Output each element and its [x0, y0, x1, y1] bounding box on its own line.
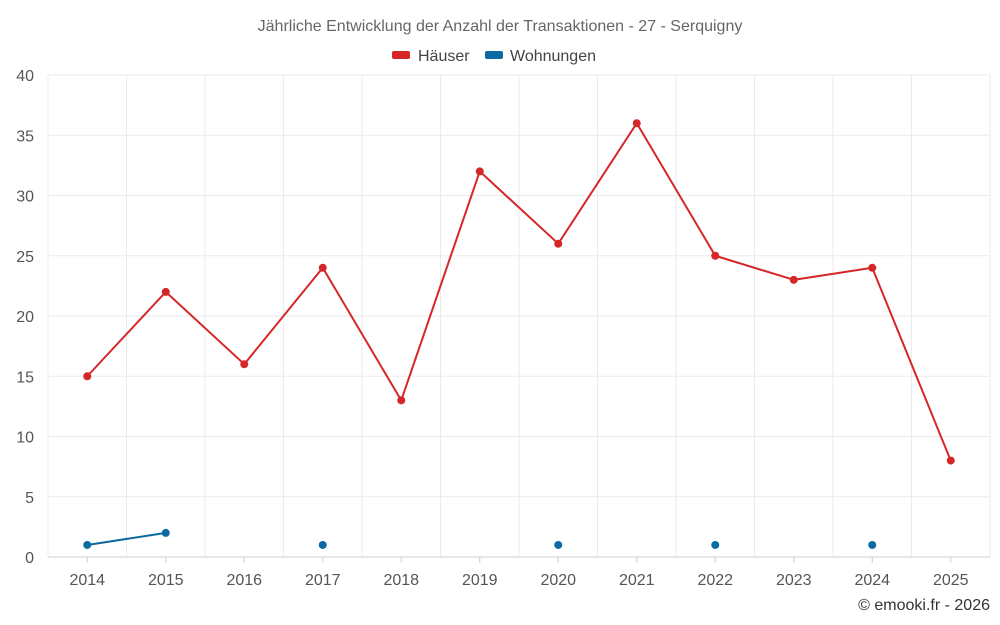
data-point — [161, 287, 170, 296]
series-line-segment — [478, 170, 560, 245]
x-tick-label: 2024 — [854, 572, 890, 589]
series-line-segment — [792, 266, 874, 281]
series-line-segment — [243, 266, 324, 366]
y-tick-label: 40 — [16, 68, 34, 85]
data-point — [318, 540, 327, 549]
x-tick-label: 2019 — [462, 572, 498, 589]
y-tick-label: 0 — [25, 550, 34, 567]
x-tick-label: 2020 — [540, 572, 576, 589]
x-tick-label: 2025 — [933, 572, 969, 589]
x-tick-label: 2016 — [226, 572, 262, 589]
data-point — [554, 540, 563, 549]
y-tick-label: 35 — [16, 128, 34, 145]
legend-swatch-haeuser — [392, 51, 410, 59]
series-line-segment — [86, 531, 167, 546]
series-line-segment — [400, 170, 481, 402]
series-line-segment — [635, 122, 717, 257]
series-line-segment — [321, 266, 403, 402]
legend-swatch-wohnungen — [485, 51, 503, 59]
data-point — [632, 119, 641, 128]
x-tick-label: 2023 — [776, 572, 812, 589]
y-tick-label: 20 — [16, 309, 34, 326]
chart-title: Jährliche Entwicklung der Anzahl der Tra… — [258, 18, 743, 35]
data-point — [789, 275, 798, 284]
x-tick-label: 2015 — [148, 572, 184, 589]
x-tick-label: 2017 — [305, 572, 341, 589]
y-tick-label: 25 — [16, 249, 34, 266]
y-tick-label: 10 — [16, 430, 34, 447]
data-point — [946, 456, 955, 465]
data-point — [711, 540, 720, 549]
data-point — [161, 528, 170, 537]
data-point — [240, 360, 249, 369]
series-wohnungen — [83, 528, 877, 549]
y-tick-label: 15 — [16, 369, 34, 386]
grid — [47, 74, 991, 557]
data-point — [83, 372, 92, 381]
series-line-segment — [557, 122, 638, 245]
y-tick-label: 5 — [25, 490, 34, 507]
series-haeuser — [83, 119, 955, 465]
series-layer — [83, 119, 955, 549]
x-tick-label: 2018 — [383, 572, 419, 589]
series-line-segment — [714, 254, 795, 281]
data-point — [475, 167, 484, 176]
data-point — [318, 263, 327, 272]
series-line-segment — [86, 290, 167, 378]
data-point — [83, 540, 92, 549]
data-point — [554, 239, 563, 248]
series-line-segment — [871, 266, 952, 462]
series-line-segment — [164, 290, 246, 366]
y-tick-label: 30 — [16, 189, 34, 206]
data-point — [397, 396, 406, 405]
x-tick-label: 2021 — [619, 572, 655, 589]
data-point — [868, 263, 877, 272]
legend-label-haeuser[interactable]: Häuser — [418, 48, 470, 65]
legend-label-wohnungen[interactable]: Wohnungen — [510, 48, 596, 65]
data-point — [868, 540, 877, 549]
credit-text: © emooki.fr - 2026 — [858, 597, 990, 614]
x-tick-label: 2014 — [69, 572, 105, 589]
data-point — [711, 251, 720, 260]
x-tick-label: 2022 — [697, 572, 733, 589]
legend[interactable]: Häuser Wohnungen — [392, 48, 596, 65]
